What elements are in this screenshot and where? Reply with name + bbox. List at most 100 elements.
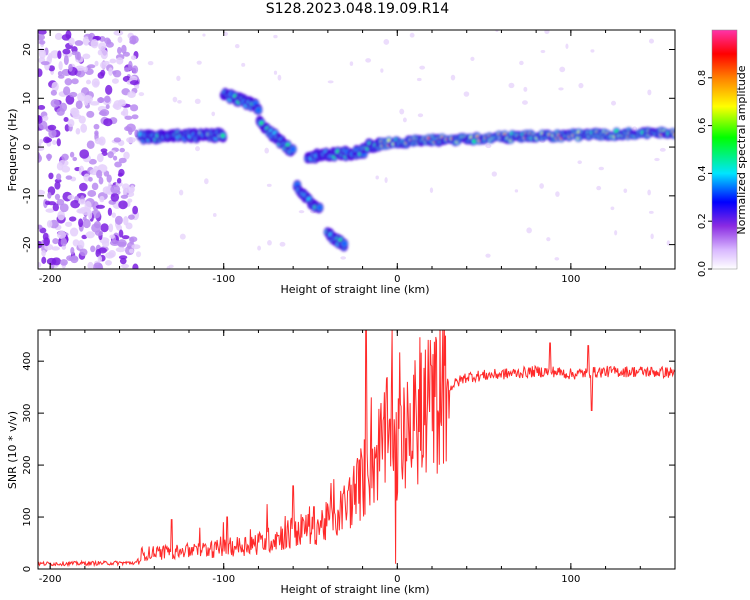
spectrogram-cell	[38, 105, 46, 110]
spectrogram-cell	[38, 224, 43, 230]
spectrogram-cell	[59, 102, 68, 112]
spectrogram-cell	[46, 257, 57, 266]
spectrogram-cell	[51, 81, 59, 92]
spectrogram-cell	[54, 193, 61, 201]
spectrogram-cell	[103, 118, 113, 127]
y-tick-label: -20	[22, 236, 33, 252]
spectrogram-cell	[130, 55, 137, 60]
spectrogram-cell	[277, 74, 282, 81]
spectrogram-cell	[100, 49, 108, 60]
spectrogram-cell	[48, 128, 57, 139]
spectrogram-cell	[91, 182, 99, 191]
spectrogram-cell	[68, 216, 77, 222]
spectrogram-cell	[129, 185, 135, 193]
y-tick-label: 200	[22, 456, 33, 475]
spectrogram-cell	[43, 237, 50, 247]
spectrogram-cell	[87, 209, 93, 220]
spectrogram-cell	[108, 249, 116, 258]
spectrogram-cell	[112, 155, 118, 161]
spectrogram-cell	[65, 30, 72, 40]
spectrogram-cell	[116, 57, 124, 65]
spectrogram-cell	[48, 65, 55, 72]
spectrogram-cell	[654, 157, 660, 162]
spectrogram-cell	[124, 115, 133, 120]
spectrogram-cell	[72, 156, 78, 162]
spectrogram-cell	[82, 218, 91, 229]
spectrogram-cell	[59, 203, 69, 213]
spectrogram-cell	[70, 199, 81, 209]
spectrogram-cell	[96, 153, 104, 163]
spectrogram-cell	[559, 66, 566, 73]
spectrogram-cell	[68, 63, 73, 72]
spectrogram-cell	[648, 210, 654, 214]
spectrogram-cell	[78, 218, 84, 228]
spectrogram-cell	[399, 108, 405, 115]
spectrogram-cell	[88, 176, 93, 182]
spectrogram-cell	[86, 140, 95, 150]
colorbar-tick-label: 0.6	[697, 118, 708, 134]
snr-content	[38, 330, 675, 568]
spectrogram-cell	[93, 123, 100, 130]
spectrogram-cell	[623, 188, 628, 194]
y-tick-label: -10	[22, 188, 33, 204]
spectrogram-cell	[38, 142, 42, 147]
y-tick-label: 300	[22, 404, 33, 423]
spectrogram-cell	[48, 172, 54, 180]
spectrogram-cell	[51, 246, 60, 251]
spectrogram-cell	[83, 66, 88, 73]
spectrogram-cell	[119, 257, 127, 265]
spectrogram-content	[38, 30, 675, 269]
spectrogram-cell	[38, 189, 46, 196]
spectrogram-cell	[99, 195, 105, 203]
spectrogram-cell	[129, 80, 139, 86]
spectrogram-cell	[77, 208, 84, 214]
spectrogram-cell	[108, 67, 113, 76]
spectrogram-cell	[114, 215, 123, 225]
spectrogram-cell	[124, 67, 130, 73]
spectrogram-cell	[117, 100, 127, 107]
spectrogram-cell	[419, 65, 426, 70]
spectrogram-cell	[52, 203, 59, 212]
spectrogram-cell	[223, 31, 228, 36]
spectrogram-cell	[429, 187, 434, 194]
spectrogram-cell	[202, 33, 206, 37]
spectrogram-cell	[108, 223, 114, 233]
spectrogram-cell	[64, 78, 73, 86]
spectrogram-cell	[349, 61, 354, 66]
spectrogram-cell	[555, 191, 560, 197]
spectrogram-cell	[212, 213, 217, 217]
ridge-core	[291, 147, 295, 151]
spectrogram-cell	[110, 192, 120, 202]
spectrogram-cell	[327, 80, 334, 84]
spectrogram-cell	[109, 239, 120, 246]
spectrogram-cell	[100, 223, 109, 233]
spectrogram-cell	[59, 259, 68, 266]
spectrogram-cell	[50, 98, 60, 108]
spectrogram-cell	[85, 79, 92, 85]
spectrogram-cell	[89, 101, 100, 106]
spectrogram-cell	[38, 30, 47, 35]
spectrogram-cell	[578, 82, 584, 89]
spectrogram-cell	[65, 221, 73, 227]
spectrogram-cell	[523, 86, 528, 92]
spectrogram-cell	[491, 171, 497, 177]
spectrogram-cell	[105, 260, 112, 266]
spectrogram-cell	[126, 136, 136, 144]
colorbar-tick-label: 0.2	[697, 213, 708, 229]
spectrogram-cell	[72, 239, 80, 247]
spectrogram-cell	[118, 200, 128, 210]
spectrogram-cell	[98, 42, 107, 51]
spectrogram-cell	[129, 237, 135, 244]
spectrogram-cell	[56, 173, 62, 181]
spectrogram-cell	[39, 40, 46, 45]
spectrogram-cell	[90, 245, 96, 253]
spectrogram-cell	[417, 113, 424, 118]
spectrogram-cell	[69, 151, 75, 158]
spectrogram-cell	[98, 110, 107, 116]
x-tick-label: 100	[561, 274, 580, 285]
spectrogram-cell	[115, 247, 126, 253]
spectrogram-cell	[134, 84, 140, 89]
spectrogram-cell	[105, 41, 114, 48]
spectrogram-cell	[123, 151, 130, 160]
